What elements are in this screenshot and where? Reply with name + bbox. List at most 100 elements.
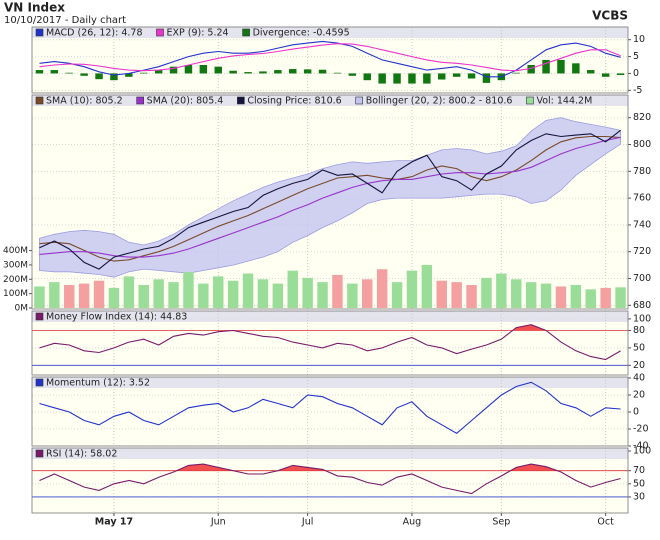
volume-bar <box>153 279 164 308</box>
legend-swatch <box>35 96 44 105</box>
divergence-bar <box>408 73 416 84</box>
legend-swatch <box>355 96 363 105</box>
divergence-bar <box>65 72 73 74</box>
volume-bar <box>525 282 537 308</box>
volume-bar <box>317 282 328 308</box>
divergence-bar <box>467 73 476 79</box>
panel-frame <box>31 447 629 514</box>
series-line <box>39 43 621 72</box>
volume-bar <box>466 285 477 308</box>
divergence-bar <box>199 65 208 74</box>
volume-bar <box>555 286 567 308</box>
series-line <box>39 324 621 361</box>
series-line <box>39 129 621 270</box>
chart-title: VN Index <box>4 1 65 15</box>
divergence-bar <box>452 73 461 77</box>
y-tick-label: 760 <box>633 193 651 204</box>
legend-label: Money Flow Index (14): 44.83 <box>46 312 187 323</box>
legend-swatch <box>35 449 44 458</box>
volume-bar <box>257 279 269 308</box>
divergence-bar <box>35 70 44 74</box>
x-tick-label: May 17 <box>95 517 133 528</box>
y2-tick-label: 100M <box>3 289 28 299</box>
divergence-bar <box>140 72 148 74</box>
volume-bar <box>198 283 209 308</box>
x-tick-label: Sep <box>492 517 510 528</box>
divergence-bar <box>601 73 610 77</box>
y-tick-label: 20 <box>633 360 645 371</box>
y-tick-label: 780 <box>633 166 651 177</box>
legend-label: Divergence: -0.4595 <box>253 28 350 39</box>
y-tick-label: 10 <box>633 34 645 45</box>
divergence-bar <box>572 63 580 74</box>
legend-label: Bollinger (20, 2): 800.2 - 810.6 <box>366 96 513 107</box>
panel-frame <box>31 94 629 310</box>
volume-bar <box>242 273 254 308</box>
legend-label: Vol: 144.2M <box>536 96 592 107</box>
divergence-bar <box>169 66 178 74</box>
volume-bar <box>511 279 522 308</box>
volume-bar <box>168 282 179 308</box>
volume-bar <box>406 270 418 308</box>
divergence-bar <box>363 73 371 81</box>
divergence-bar <box>274 70 282 74</box>
y-tick-label: 40 <box>633 373 645 384</box>
y-tick-label: -5 <box>633 85 642 96</box>
x-tick-label: Oct <box>597 517 614 528</box>
volume-bar <box>138 285 149 308</box>
volume-bar <box>347 283 358 308</box>
divergence-bar <box>80 73 88 76</box>
y-tick-label: 5 <box>633 51 639 62</box>
y2-tick-label: 200M <box>3 275 28 285</box>
legend-swatch <box>35 378 44 387</box>
volume-bar <box>421 264 433 308</box>
y-tick-label: 700 <box>633 273 651 284</box>
divergence-bar <box>587 70 595 74</box>
series-line <box>39 40 621 78</box>
divergence-bar <box>348 73 357 76</box>
y-tick-label: 50 <box>633 342 645 353</box>
series-line <box>39 381 621 434</box>
volume-bar <box>272 283 284 308</box>
divergence-bar <box>244 72 252 74</box>
volume-bar <box>540 283 552 308</box>
y-tick-label: 20 <box>633 390 645 401</box>
divergence-bar <box>482 73 491 83</box>
y-tick-label: -40 <box>633 441 649 452</box>
volume-bar <box>362 279 373 308</box>
legend-label: RSI (14): 58.02 <box>46 449 117 460</box>
divergence-bar <box>512 72 520 74</box>
volume-bar <box>108 287 120 308</box>
y-tick-label: 680 <box>633 300 651 311</box>
divergence-bar <box>289 69 297 74</box>
legend-label: Momentum (12): 3.52 <box>46 378 150 389</box>
y-tick-label: 740 <box>633 219 651 230</box>
divergence-bar <box>259 71 267 74</box>
volume-bar <box>213 276 224 308</box>
volume-bar <box>481 277 492 308</box>
divergence-bar <box>333 72 342 74</box>
divergence-bar <box>125 73 133 77</box>
y-tick-label: 30 <box>633 491 645 502</box>
y-tick-label: 80 <box>633 325 645 336</box>
volume-bar <box>227 280 239 308</box>
divergence-bar <box>184 65 193 74</box>
volume-bar <box>376 269 388 308</box>
divergence-bar <box>214 66 222 74</box>
volume-bar <box>64 285 75 308</box>
legend-strip <box>32 27 628 38</box>
y-tick-label: 720 <box>633 246 651 257</box>
volume-bar <box>34 286 45 308</box>
x-tick-label: Jun <box>210 517 226 528</box>
legend-label: SMA (10): 805.2 <box>46 96 123 107</box>
y-tick-label: 800 <box>633 139 651 150</box>
x-tick-label: Aug <box>403 517 422 528</box>
panel-frame <box>31 310 629 376</box>
legend-strip <box>32 95 628 106</box>
divergence-bar <box>110 73 118 81</box>
series-line <box>39 135 621 262</box>
volume-bar <box>78 283 90 308</box>
panel-frame <box>31 26 629 94</box>
legend-swatch <box>35 312 44 321</box>
legend-swatch <box>237 96 245 105</box>
